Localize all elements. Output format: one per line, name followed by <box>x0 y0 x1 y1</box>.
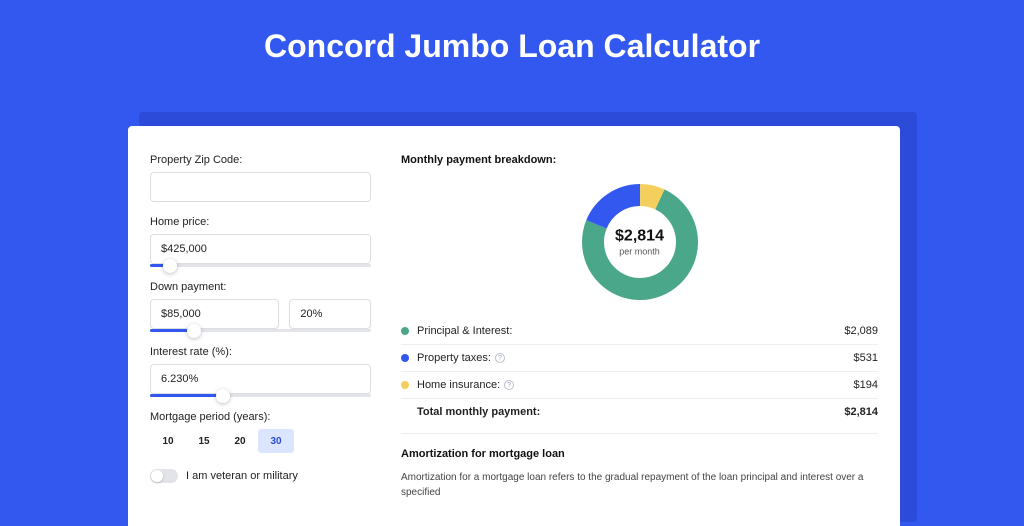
breakdown-title: Monthly payment breakdown: <box>401 154 878 166</box>
zip-input[interactable] <box>150 172 371 202</box>
legend-label: Home insurance: ? <box>417 379 854 391</box>
donut-slice-property_taxes <box>586 184 640 228</box>
legend-row: Home insurance: ?$194 <box>401 371 878 398</box>
inputs-panel: Property Zip Code: Home price: Down paym… <box>128 126 393 526</box>
veteran-label: I am veteran or military <box>186 470 298 482</box>
interest-rate-input[interactable] <box>150 364 371 394</box>
legend-value: $531 <box>854 352 878 364</box>
down-payment-amount-input[interactable] <box>150 299 279 329</box>
interest-rate-label: Interest rate (%): <box>150 346 371 358</box>
slider-thumb[interactable] <box>163 259 177 273</box>
period-option-15[interactable]: 15 <box>186 429 222 453</box>
slider-thumb[interactable] <box>216 389 230 403</box>
legend-row: Property taxes: ?$531 <box>401 344 878 371</box>
field-mortgage-period: Mortgage period (years): 10152030 <box>150 411 371 453</box>
amortization-text: Amortization for a mortgage loan refers … <box>401 470 878 500</box>
amortization-title: Amortization for mortgage loan <box>401 448 878 460</box>
legend: Principal & Interest:$2,089Property taxe… <box>401 318 878 398</box>
home-price-label: Home price: <box>150 216 371 228</box>
info-icon[interactable]: ? <box>495 353 505 363</box>
slider-thumb[interactable] <box>187 324 201 338</box>
amortization-section: Amortization for mortgage loan Amortizat… <box>401 433 878 500</box>
legend-value: $2,089 <box>844 325 878 337</box>
donut-sublabel: per month <box>615 247 664 257</box>
breakdown-panel: Monthly payment breakdown: $2,814 per mo… <box>393 126 900 526</box>
donut-center: $2,814 per month <box>615 228 664 257</box>
field-veteran: I am veteran or military <box>150 469 371 483</box>
period-option-30[interactable]: 30 <box>258 429 294 453</box>
toggle-knob <box>151 470 163 482</box>
page-title: Concord Jumbo Loan Calculator <box>0 0 1024 89</box>
legend-dot <box>401 354 409 362</box>
interest-rate-slider[interactable] <box>150 394 371 397</box>
legend-row: Principal & Interest:$2,089 <box>401 318 878 344</box>
period-option-10[interactable]: 10 <box>150 429 186 453</box>
field-zip: Property Zip Code: <box>150 154 371 202</box>
legend-label: Property taxes: ? <box>417 352 854 364</box>
donut-amount: $2,814 <box>615 228 664 246</box>
field-home-price: Home price: <box>150 216 371 267</box>
total-value: $2,814 <box>844 406 878 418</box>
legend-dot <box>401 327 409 335</box>
down-payment-slider[interactable] <box>150 329 371 332</box>
down-payment-percent-input[interactable] <box>289 299 371 329</box>
field-interest-rate: Interest rate (%): <box>150 346 371 397</box>
legend-label: Principal & Interest: <box>417 325 844 337</box>
down-payment-label: Down payment: <box>150 281 371 293</box>
legend-value: $194 <box>854 379 878 391</box>
field-down-payment: Down payment: <box>150 281 371 332</box>
payment-donut-chart: $2,814 per month <box>580 182 700 302</box>
period-option-20[interactable]: 20 <box>222 429 258 453</box>
zip-label: Property Zip Code: <box>150 154 371 166</box>
calculator-card: Property Zip Code: Home price: Down paym… <box>128 126 900 526</box>
home-price-input[interactable] <box>150 234 371 264</box>
total-label: Total monthly payment: <box>417 406 844 418</box>
veteran-toggle[interactable] <box>150 469 178 483</box>
mortgage-period-label: Mortgage period (years): <box>150 411 371 423</box>
info-icon[interactable]: ? <box>504 380 514 390</box>
legend-row-total: Total monthly payment: $2,814 <box>401 398 878 425</box>
legend-dot <box>401 381 409 389</box>
donut-container: $2,814 per month <box>401 174 878 318</box>
home-price-slider[interactable] <box>150 264 371 267</box>
mortgage-period-options: 10152030 <box>150 429 371 453</box>
